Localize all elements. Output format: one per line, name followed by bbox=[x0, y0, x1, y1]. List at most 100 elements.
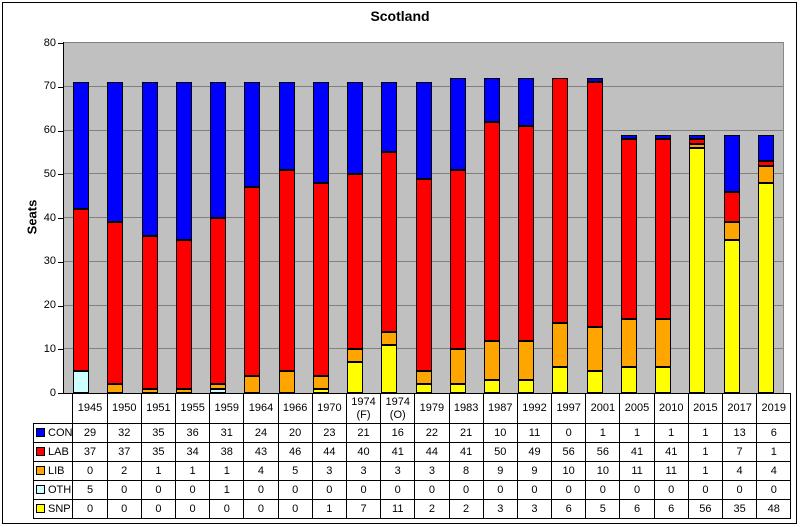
bar-segment-LIB-2001 bbox=[586, 327, 603, 372]
table-cell-SNP-1951: 0 bbox=[140, 499, 177, 519]
bar-segment-LAB-1964 bbox=[244, 187, 261, 376]
table-cell-year: 1970 bbox=[311, 393, 347, 424]
table-row-LIB: LIB 0 2 1 1 1 4 5 3 3 3 3 8 9 9 10 10 11 11 1 4 4 bbox=[32, 461, 792, 481]
table-cell-LIB-1997: 10 bbox=[551, 461, 587, 481]
bar-segment-LIB-1983 bbox=[449, 349, 466, 385]
bar-segment-CON-1970 bbox=[312, 82, 329, 183]
bar-segment-SNP-1997 bbox=[552, 366, 569, 393]
table-cell-SNP-1979: 2 bbox=[414, 499, 450, 519]
table-cell-SNP-2001: 5 bbox=[585, 499, 621, 519]
table-cell-OTH-1951: 0 bbox=[140, 480, 177, 500]
bar-segment-CON-2001 bbox=[586, 78, 603, 83]
bar-segment-CON-1945 bbox=[73, 82, 90, 210]
table-cell-LIB-1966: 5 bbox=[277, 461, 313, 481]
y-tick-mark-50 bbox=[58, 174, 63, 176]
table-cell-LIB-1964: 4 bbox=[243, 461, 279, 481]
bar-segment-CON-1974 (F) bbox=[347, 82, 364, 175]
bar-segment-LIB-1959 bbox=[210, 384, 227, 389]
table-cell-SNP-1992: 3 bbox=[516, 499, 553, 519]
table-cell-OTH-1955: 0 bbox=[175, 480, 211, 500]
table-cell-LAB-2005: 41 bbox=[619, 442, 655, 462]
table-cell-CON-2010: 1 bbox=[653, 423, 689, 443]
table-cell-year: 1950 bbox=[106, 393, 142, 424]
table-cell-year: 1974 (O) bbox=[380, 393, 416, 424]
table-cell-year: 2019 bbox=[756, 393, 792, 424]
table-cell-LIB-1959: 1 bbox=[209, 461, 245, 481]
table-cell-LIB-1974 (F): 3 bbox=[345, 461, 382, 481]
table-cell-OTH-1987: 0 bbox=[482, 480, 518, 500]
bar-segment-SNP-2005 bbox=[620, 366, 637, 393]
table-cell-SNP-1959: 0 bbox=[209, 499, 245, 519]
table-cell-SNP-1964: 0 bbox=[243, 499, 279, 519]
bar-segment-SNP-1983 bbox=[449, 384, 466, 393]
y-tick-label-30: 30 bbox=[43, 255, 56, 268]
bar-segment-CON-1951 bbox=[141, 82, 158, 236]
y-tick-label-70: 70 bbox=[43, 80, 56, 93]
table-cell-LAB-1970: 44 bbox=[311, 442, 347, 462]
bar-segment-LIB-1997 bbox=[552, 323, 569, 367]
table-cell-LIB-1979: 3 bbox=[414, 461, 450, 481]
bar-segment-CON-2015 bbox=[689, 134, 706, 140]
table-cell-SNP-1950: 0 bbox=[106, 499, 142, 519]
bar-segment-SNP-1992 bbox=[518, 379, 535, 393]
table-cell-LAB-1959: 38 bbox=[209, 442, 245, 462]
y-tick-mark-30 bbox=[58, 261, 63, 263]
bar-segment-CON-2005 bbox=[620, 134, 637, 140]
bar-segment-SNP-1979 bbox=[415, 384, 432, 393]
bar-segment-CON-1987 bbox=[483, 78, 500, 122]
table-cell-CON-1966: 20 bbox=[277, 423, 313, 443]
bar-segment-SNP-1970 bbox=[312, 388, 329, 393]
table-cell-year: 2017 bbox=[722, 393, 758, 424]
bar-segment-LIB-1974 (O) bbox=[381, 331, 398, 345]
bar-segment-LIB-1966 bbox=[278, 371, 295, 393]
table-cell-LIB-1951: 1 bbox=[140, 461, 177, 481]
bar-segment-LIB-2017 bbox=[723, 222, 740, 240]
table-cell-year: 2001 bbox=[585, 393, 621, 424]
bar-segment-SNP-2010 bbox=[655, 366, 672, 393]
table-cell-CON-2005: 1 bbox=[619, 423, 655, 443]
table-cell-year: 1945 bbox=[72, 393, 108, 424]
table-cell-year: 1979 bbox=[414, 393, 450, 424]
bar-segment-LAB-2015 bbox=[689, 139, 706, 144]
bar-segment-OTH-1945 bbox=[73, 371, 90, 393]
bar-segment-CON-1959 bbox=[210, 82, 227, 218]
bar-segment-LIB-2010 bbox=[655, 318, 672, 367]
table-cell-LAB-1983: 41 bbox=[448, 442, 484, 462]
table-cell-OTH-1997: 0 bbox=[551, 480, 587, 500]
table-cell-LIB-1983: 8 bbox=[448, 461, 484, 481]
legend-swatch-icon-LAB bbox=[36, 446, 45, 456]
table-cell-OTH-2005: 0 bbox=[619, 480, 655, 500]
y-tick-mark-40 bbox=[58, 218, 63, 219]
bar-segment-LIB-1951 bbox=[141, 388, 158, 393]
bar-segment-SNP-1974 (O) bbox=[381, 344, 398, 393]
table-cell-CON-1987: 10 bbox=[482, 423, 518, 443]
table-cell-year: 1959 bbox=[209, 393, 245, 424]
bar-segment-LAB-2005 bbox=[620, 139, 637, 319]
table-cell-CON-1955: 36 bbox=[175, 423, 211, 443]
table-cell-LIB-2017: 4 bbox=[722, 461, 758, 481]
bar-segment-CON-2019 bbox=[757, 134, 774, 162]
bar-segment-LAB-1974 (O) bbox=[381, 152, 398, 332]
table-cell-OTH-1992: 0 bbox=[516, 480, 553, 500]
table-cell-year: 1974 (F) bbox=[345, 393, 382, 424]
table-cell-LAB-1945: 37 bbox=[72, 442, 108, 462]
table-cell-year: 2015 bbox=[687, 393, 724, 424]
table-cell-LIB-2001: 10 bbox=[585, 461, 621, 481]
gridline-80 bbox=[64, 42, 783, 43]
table-cell-LIB-2005: 11 bbox=[619, 461, 655, 481]
y-tick-mark-80 bbox=[58, 43, 63, 44]
table-cell-LAB-2010: 41 bbox=[653, 442, 689, 462]
bar-segment-LAB-2001 bbox=[586, 82, 603, 328]
table-cell-LIB-1945: 0 bbox=[72, 461, 108, 481]
table-cell-year: 1955 bbox=[175, 393, 211, 424]
table-cell-CON-1983: 21 bbox=[448, 423, 484, 443]
legend-swatch-icon-LIB bbox=[36, 465, 45, 475]
bar-segment-LAB-2010 bbox=[655, 139, 672, 319]
table-cell-SNP-2019: 48 bbox=[756, 499, 792, 519]
bar-segment-SNP-1974 (F) bbox=[347, 362, 364, 393]
y-tick-label-50: 50 bbox=[43, 167, 56, 180]
table-cell-year: 1966 bbox=[277, 393, 313, 424]
legend-key-CON: CON bbox=[32, 423, 74, 443]
table-cell-OTH-1974 (F): 0 bbox=[345, 480, 382, 500]
